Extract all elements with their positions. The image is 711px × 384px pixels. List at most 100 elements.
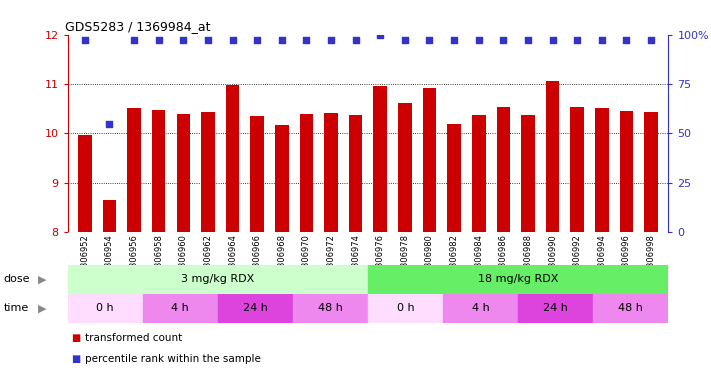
Point (326, 37, 337, 43)
Text: GSM306982: GSM306982 (449, 234, 459, 285)
Text: GSM306998: GSM306998 (646, 234, 656, 285)
Bar (102, 200, 116, 232)
Bar (398, 103, 412, 232)
Point (399, 37, 410, 43)
Bar (250, 116, 264, 232)
Text: GSM306958: GSM306958 (154, 234, 163, 285)
Point (227, 37, 238, 43)
Bar (68, 265, 368, 294)
Text: GSM306964: GSM306964 (228, 234, 237, 285)
Text: 0 h: 0 h (397, 303, 415, 313)
Point (596, 37, 607, 43)
Point (202, 37, 213, 43)
Bar (226, 86, 240, 232)
Bar (472, 115, 486, 232)
Point (424, 37, 435, 43)
Point (276, 37, 287, 43)
Bar (293, 294, 368, 323)
Text: GSM306992: GSM306992 (573, 234, 582, 285)
Text: GSM306954: GSM306954 (105, 234, 114, 285)
Text: 24 h: 24 h (243, 303, 268, 313)
Text: GSM306968: GSM306968 (277, 234, 287, 285)
Bar (201, 112, 215, 232)
Point (79, 37, 90, 43)
Bar (423, 88, 437, 232)
Text: ▶: ▶ (38, 303, 47, 313)
Text: 24 h: 24 h (543, 303, 568, 313)
Bar (143, 294, 218, 323)
Bar (570, 107, 584, 232)
Point (646, 37, 657, 43)
Bar (546, 81, 560, 232)
Text: ■: ■ (71, 354, 80, 364)
Point (129, 37, 140, 43)
Text: GSM306990: GSM306990 (548, 234, 557, 285)
Text: GSM306970: GSM306970 (302, 234, 311, 285)
Bar (593, 294, 668, 323)
Bar (68, 294, 143, 323)
Text: GSM306956: GSM306956 (129, 234, 139, 285)
Bar (496, 107, 510, 232)
Point (153, 37, 164, 43)
Bar (373, 86, 387, 232)
Text: GSM306966: GSM306966 (252, 234, 262, 285)
Bar (324, 113, 338, 232)
Text: dose: dose (4, 274, 30, 285)
Text: GSM306980: GSM306980 (425, 234, 434, 285)
Point (301, 37, 312, 43)
Text: GSM306978: GSM306978 (400, 234, 410, 285)
Text: GSM306996: GSM306996 (622, 234, 631, 285)
Bar (447, 124, 461, 232)
Text: 4 h: 4 h (171, 303, 189, 313)
Point (498, 37, 509, 43)
Bar (443, 294, 518, 323)
Point (252, 37, 263, 43)
Bar (275, 125, 289, 232)
Text: GSM306962: GSM306962 (203, 234, 213, 285)
Text: GSM306972: GSM306972 (326, 234, 336, 285)
Bar (127, 108, 141, 232)
Point (572, 37, 583, 43)
Text: GDS5283 / 1369984_at: GDS5283 / 1369984_at (65, 20, 210, 33)
Bar (299, 114, 313, 232)
Bar (368, 294, 443, 323)
Text: GSM306984: GSM306984 (474, 234, 483, 285)
Text: GSM306974: GSM306974 (351, 234, 360, 285)
Text: 0 h: 0 h (96, 303, 114, 313)
Text: transformed count: transformed count (85, 333, 183, 343)
Text: 48 h: 48 h (318, 303, 343, 313)
Bar (368, 265, 668, 294)
Bar (521, 115, 535, 232)
Text: GSM306988: GSM306988 (523, 234, 533, 285)
Text: percentile rank within the sample: percentile rank within the sample (85, 354, 261, 364)
Point (473, 37, 484, 43)
Point (523, 37, 534, 43)
Point (547, 37, 558, 43)
Point (104, 121, 115, 127)
Text: GSM306952: GSM306952 (80, 234, 90, 285)
Point (350, 37, 361, 43)
Text: 48 h: 48 h (619, 303, 643, 313)
Point (375, 31, 386, 38)
Text: 18 mg/kg RDX: 18 mg/kg RDX (478, 274, 558, 285)
Point (178, 37, 189, 43)
Text: time: time (4, 303, 29, 313)
Text: 4 h: 4 h (471, 303, 489, 313)
Bar (595, 108, 609, 232)
Text: ■: ■ (71, 333, 80, 343)
Bar (620, 111, 634, 232)
Point (449, 37, 460, 43)
Text: 3 mg/kg RDX: 3 mg/kg RDX (181, 274, 255, 285)
Text: GSM306994: GSM306994 (597, 234, 606, 285)
Bar (644, 112, 658, 232)
Bar (218, 294, 293, 323)
Point (621, 37, 632, 43)
Text: ▶: ▶ (38, 274, 47, 285)
Text: GSM306960: GSM306960 (178, 234, 188, 285)
Bar (349, 115, 363, 232)
Text: GSM306986: GSM306986 (499, 234, 508, 285)
Text: GSM306976: GSM306976 (375, 234, 385, 285)
Bar (152, 110, 166, 232)
Bar (78, 135, 92, 232)
Bar (176, 114, 190, 232)
